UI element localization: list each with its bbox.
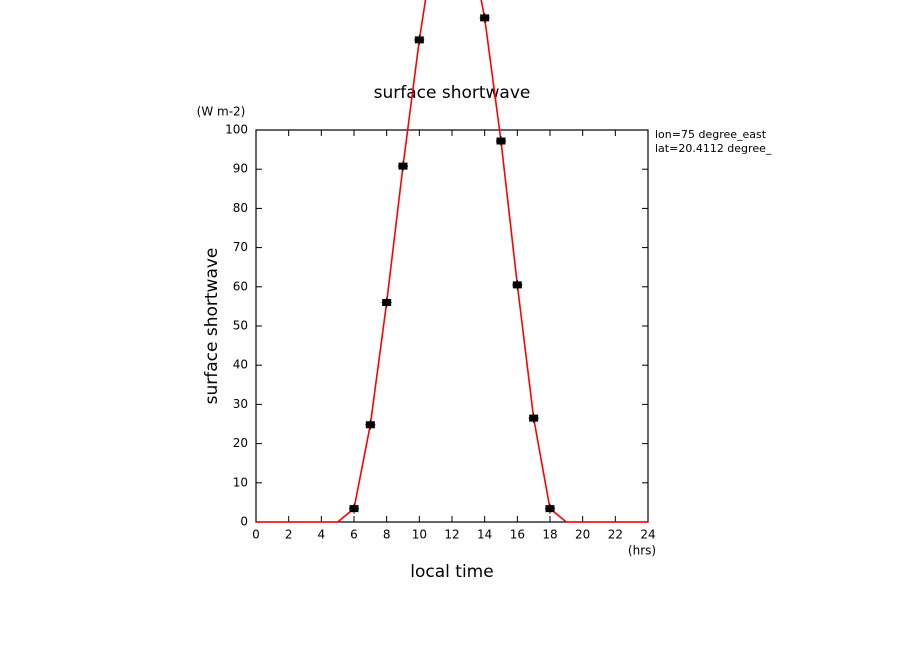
y-tick-label: 60	[233, 279, 248, 293]
data-point	[365, 419, 376, 430]
x-axis-label: local time	[410, 562, 493, 582]
data-point	[545, 503, 555, 514]
y-tick-label: 0	[240, 515, 248, 529]
y-tick-label: 100	[225, 123, 248, 137]
x-unit: (hrs)	[628, 544, 656, 558]
y-tick-label: 10	[233, 475, 248, 489]
x-tick-label: 14	[477, 528, 492, 542]
x-tick-label: 12	[444, 528, 459, 542]
data-point	[496, 135, 506, 146]
data-point	[512, 279, 523, 290]
x-tick-label: 22	[608, 528, 623, 542]
y-tick-label: 30	[233, 397, 248, 411]
y-axis-label: surface shortwave	[202, 248, 222, 405]
y-tick-label: 80	[233, 201, 248, 215]
y-tick-label: 40	[233, 358, 248, 372]
y-tick-label: 50	[233, 319, 248, 333]
y-tick-label: 70	[233, 240, 248, 254]
data-point	[528, 413, 539, 424]
x-tick-label: 0	[252, 528, 260, 542]
data-point	[398, 161, 408, 172]
x-tick-label: 10	[412, 528, 427, 542]
data-line	[256, 0, 648, 523]
y-tick-label: 20	[233, 436, 248, 450]
annotation: lon=75 degree_east	[655, 128, 767, 141]
x-tick-label: 4	[318, 528, 326, 542]
data-point	[381, 297, 392, 308]
x-tick-label: 24	[640, 528, 655, 542]
data-point	[479, 12, 490, 23]
x-tick-label: 18	[542, 528, 557, 542]
annotation: lat=20.4112 degree_	[655, 142, 772, 155]
x-tick-label: 6	[350, 528, 358, 542]
data-point	[414, 34, 425, 45]
x-tick-label: 20	[575, 528, 590, 542]
y-tick-label: 90	[233, 162, 248, 176]
x-tick-label: 2	[285, 528, 293, 542]
y-unit: (W m-2)	[197, 105, 246, 119]
x-tick-label: 8	[383, 528, 391, 542]
chart-title: surface shortwave	[374, 83, 531, 103]
data-point	[349, 503, 359, 514]
x-tick-label: 16	[510, 528, 525, 542]
